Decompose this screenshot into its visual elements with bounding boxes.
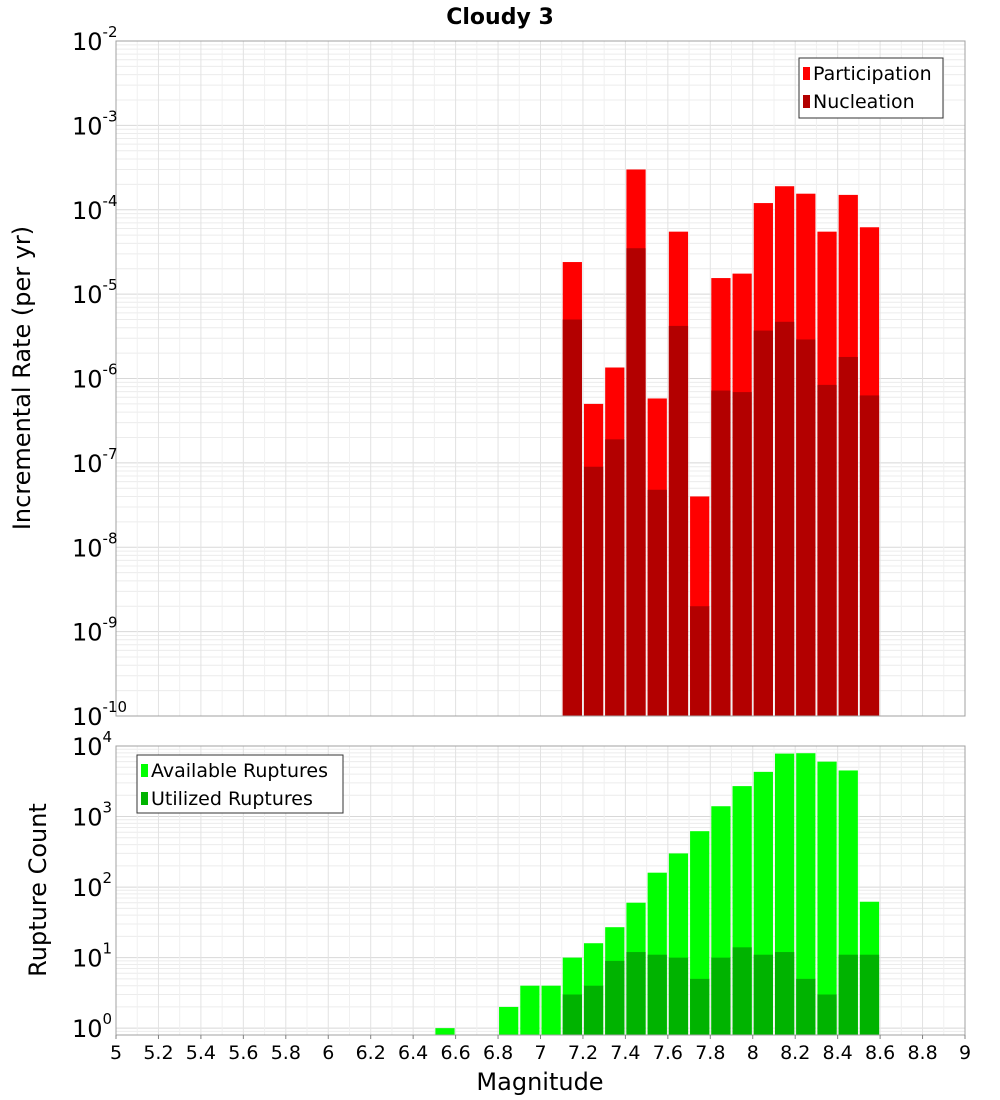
bar [838, 356, 858, 716]
bar [605, 960, 625, 1035]
grid [115, 41, 966, 717]
bar [668, 957, 689, 1035]
x-tick-label: 8.2 [780, 1042, 810, 1064]
bar [435, 1028, 455, 1035]
y-tick-label: 10-10 [72, 698, 127, 731]
x-tick-label: 6.4 [398, 1042, 428, 1064]
bar [605, 439, 625, 716]
x-tick-label: 6.8 [483, 1042, 513, 1064]
bar [753, 954, 773, 1035]
y-tick-label: 10-4 [72, 192, 118, 225]
bar [583, 985, 604, 1035]
bar [774, 952, 795, 1035]
y-tick-label: 10-7 [72, 445, 118, 478]
legend-label: Available Ruptures [151, 760, 328, 782]
y-tick-label: 102 [72, 869, 112, 902]
bar [541, 985, 561, 1035]
bar [817, 761, 837, 1035]
chart-title: Cloudy 3 [446, 5, 554, 30]
legend-label: Utilized Ruptures [151, 788, 313, 810]
bar [499, 1006, 519, 1035]
bar [838, 954, 858, 1035]
y-tick-label: 10-3 [72, 107, 118, 140]
legend-box [136, 754, 344, 814]
bar [711, 390, 731, 716]
legend-swatch [141, 764, 148, 777]
y-tick-label: 10-6 [72, 361, 118, 394]
bar [562, 994, 582, 1035]
y-tick-label: 10-8 [72, 529, 118, 562]
x-tick-label: 5.8 [271, 1042, 301, 1064]
y-tick-label: 101 [72, 940, 112, 973]
x-tick-label: 8.8 [907, 1042, 937, 1064]
bar [817, 994, 837, 1035]
y-tick-label: 100 [72, 1010, 112, 1043]
bar [626, 952, 646, 1035]
legend-swatch [803, 67, 810, 80]
y-tick-label: 10-2 [72, 23, 118, 56]
bar [753, 330, 773, 716]
x-tick-label: 5 [110, 1042, 122, 1064]
x-tick-label: 5.6 [228, 1042, 258, 1064]
bar [562, 319, 582, 716]
bar [647, 489, 667, 716]
x-tick-label: 7.4 [610, 1042, 640, 1064]
bar [690, 978, 710, 1035]
legend: Available Ruptures Utilized Ruptures [136, 754, 344, 814]
bar [774, 321, 795, 716]
series-utilized-ruptures [562, 947, 880, 1035]
bar [668, 325, 689, 716]
x-tick-label: 8.4 [823, 1042, 853, 1064]
x-tick-label: 5.2 [143, 1042, 173, 1064]
legend-label: Participation [813, 63, 932, 85]
x-tick-label: 7.6 [653, 1042, 683, 1064]
bar [520, 985, 540, 1035]
x-tick-label: 7.2 [568, 1042, 598, 1064]
y-tick-label: 10-9 [72, 614, 118, 647]
bar [626, 248, 646, 717]
legend-swatch [803, 95, 810, 108]
bottom-y-axis-label: Rupture Count [24, 803, 52, 977]
y-tick-label: 10-5 [72, 276, 118, 309]
legend-label: Nucleation [813, 91, 915, 113]
x-tick-label: 7.8 [695, 1042, 725, 1064]
y-tick-label: 104 [72, 728, 112, 761]
bar [796, 339, 816, 716]
bar [796, 753, 816, 1035]
x-tick-label: 5.4 [186, 1042, 216, 1064]
plot-frame [115, 40, 966, 717]
bar [583, 466, 604, 716]
bar [732, 947, 752, 1035]
y-tick-label: 103 [72, 799, 112, 832]
series-nucleation [562, 248, 880, 717]
bar [647, 954, 667, 1035]
legend-box [798, 57, 944, 119]
top-y-axis-label: Incremental Rate (per yr) [8, 226, 36, 530]
x-axis-label: Magnitude [476, 1068, 603, 1096]
x-tick-label: 9 [959, 1042, 971, 1064]
x-tick-label: 8 [747, 1042, 759, 1064]
bar [711, 957, 731, 1035]
bar [690, 606, 710, 716]
x-tick-label: 6.6 [440, 1042, 470, 1064]
bar [732, 392, 752, 716]
rate-panel: 10-10 10-9 10-8 10-7 10-6 10-5 10-4 10-3 10-2 Par… [72, 23, 966, 731]
legend: Participation Nucleation [798, 57, 944, 119]
bar [859, 395, 880, 716]
x-tick-label: 7 [534, 1042, 546, 1064]
x-tick-label: 6 [322, 1042, 334, 1064]
count-panel: 100 101 102 103 104 5 5.2 5.4 5.6 5.8 6 6.2 6.4 6.6 6.… [72, 728, 971, 1064]
bar [796, 978, 816, 1035]
legend-swatch [141, 792, 148, 805]
x-tick-label: 6.2 [356, 1042, 386, 1064]
x-tick-label: 8.6 [865, 1042, 895, 1064]
bar [817, 384, 837, 716]
bar [859, 954, 880, 1035]
